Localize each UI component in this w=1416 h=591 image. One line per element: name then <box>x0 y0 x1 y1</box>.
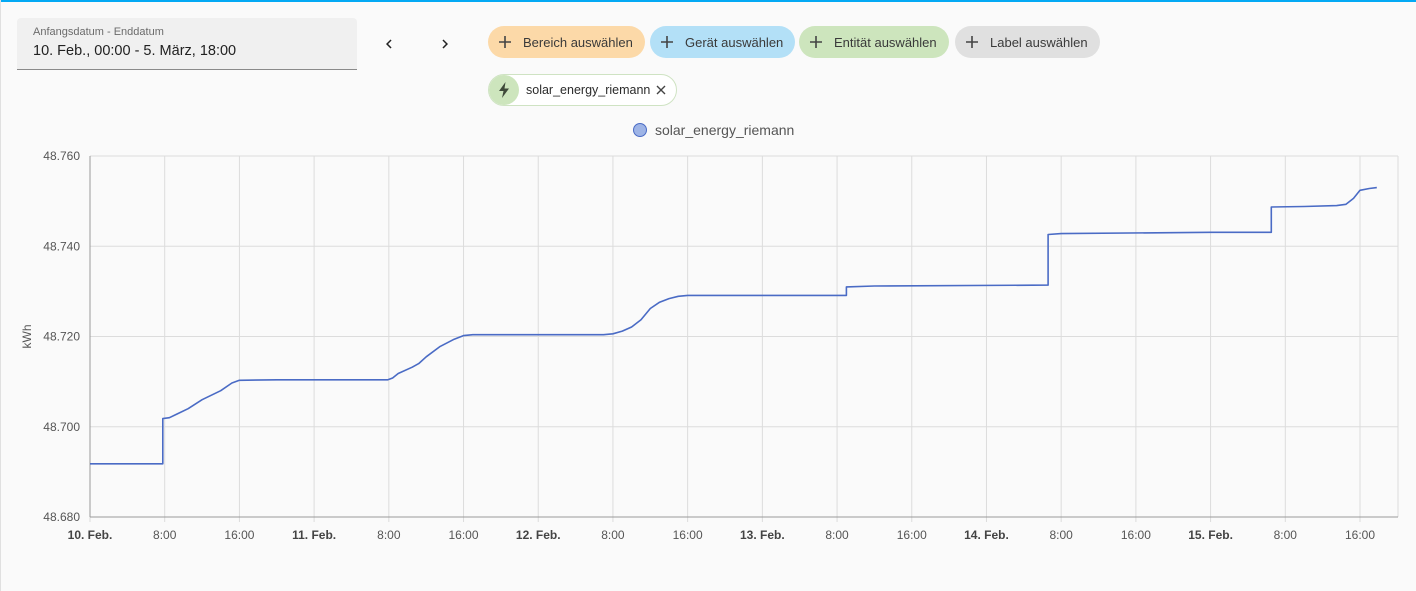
selected-entity-chip[interactable]: solar_energy_riemann <box>488 74 677 106</box>
chevron-right-icon <box>442 39 448 49</box>
chevron-left-icon <box>386 39 392 49</box>
x-tick-label: 10. Feb. <box>68 528 113 542</box>
date-range-value[interactable]: 10. Feb., 00:00 - 5. März, 18:00 <box>33 43 237 59</box>
choose-entity-label: Entität auswählen <box>834 34 937 50</box>
x-tick-label: 8:00 <box>1049 528 1073 542</box>
x-tick-label: 8:00 <box>377 528 401 542</box>
plus-icon <box>807 33 825 51</box>
y-tick-label: 48.740 <box>43 239 80 253</box>
x-tick-label: 8:00 <box>1274 528 1298 542</box>
legend-swatch <box>633 123 647 137</box>
y-tick-label: 48.700 <box>43 420 80 434</box>
x-tick-label: 16:00 <box>1345 528 1375 542</box>
legend-label: solar_energy_riemann <box>655 122 795 138</box>
y-tick-label: 48.760 <box>43 149 80 163</box>
x-tick-label: 8:00 <box>153 528 177 542</box>
plus-icon <box>658 33 676 51</box>
x-tick-label: 14. Feb. <box>964 528 1009 542</box>
y-tick-label: 48.720 <box>43 330 80 344</box>
date-range-picker[interactable]: Anfangsdatum - Enddatum 10. Feb., 00:00 … <box>17 18 357 70</box>
x-tick-label: 16:00 <box>224 528 254 542</box>
x-tick-label: 13. Feb. <box>740 528 785 542</box>
choose-area-button[interactable]: Bereich auswählen <box>488 26 645 58</box>
next-period-button[interactable] <box>429 28 461 60</box>
x-tick-label: 12. Feb. <box>516 528 561 542</box>
lightning-bolt-icon <box>489 75 519 105</box>
close-icon[interactable] <box>654 83 668 97</box>
y-tick-label: 48.680 <box>43 510 80 524</box>
history-chart: 48.680 48.700 48.720 48.740 48.760 10. Feb. 8… <box>20 149 1399 542</box>
choose-area-label: Bereich auswählen <box>523 34 633 50</box>
choose-device-button[interactable]: Gerät auswählen <box>650 26 796 58</box>
x-tick-label: 16:00 <box>1121 528 1151 542</box>
plus-icon <box>496 33 514 51</box>
accent-top-bar <box>0 0 1416 2</box>
date-range-label: Anfangsdatum - Enddatum <box>33 26 164 38</box>
choose-device-label: Gerät auswählen <box>685 34 784 50</box>
x-tick-label: 8:00 <box>601 528 625 542</box>
left-border <box>0 0 1 591</box>
choose-entity-button[interactable]: Entität auswählen <box>799 26 949 58</box>
y-axis-label: kWh <box>20 325 34 349</box>
chart-legend-item[interactable]: solar_energy_riemann <box>633 122 794 138</box>
x-tick-label: 15. Feb. <box>1188 528 1233 542</box>
x-tick-label: 16:00 <box>673 528 703 542</box>
previous-period-button[interactable] <box>373 28 405 60</box>
choose-label-button[interactable]: Label auswählen <box>955 26 1100 58</box>
series-line[interactable] <box>90 186 1377 465</box>
x-tick-label: 16:00 <box>449 528 479 542</box>
selected-entity-name: solar_energy_riemann <box>526 83 651 97</box>
x-tick-label: 11. Feb. <box>292 528 336 542</box>
x-tick-label: 8:00 <box>825 528 849 542</box>
plus-icon <box>963 33 981 51</box>
x-tick-label: 16:00 <box>897 528 927 542</box>
choose-label-label: Label auswählen <box>990 34 1088 50</box>
